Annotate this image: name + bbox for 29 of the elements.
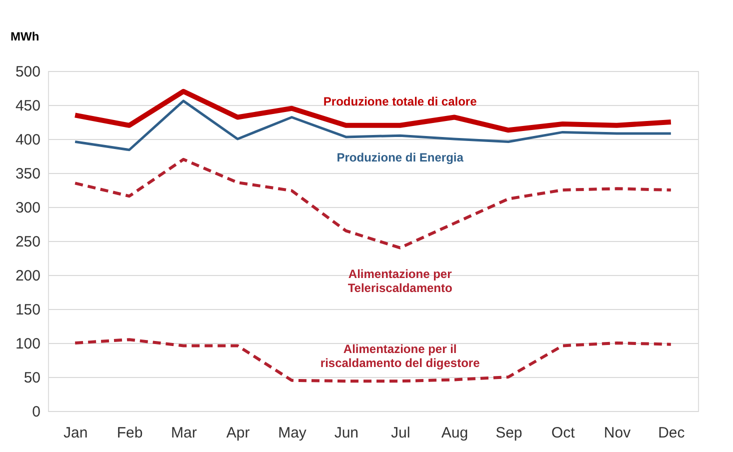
text: Alimentazione per Teleriscaldamento <box>348 266 452 295</box>
series-label: Alimentazione per il riscaldamento del digestore <box>320 342 480 370</box>
line-series <box>74 338 672 383</box>
y-tick-label: 300 <box>15 200 40 216</box>
x-tick-label: Aug <box>441 424 468 442</box>
x-tick-label: Apr <box>226 424 250 442</box>
x-tick-label: Oct <box>551 424 576 442</box>
x-tick-label: Sep <box>496 424 522 442</box>
x-tick-label: Nov <box>604 424 632 442</box>
y-tick-label: 50 <box>24 370 40 386</box>
x-tick-label: Dec <box>658 424 686 442</box>
x-tick-label: Mar <box>170 424 197 442</box>
y-tick-label: 200 <box>15 268 40 284</box>
y-tick-label: 350 <box>15 166 40 182</box>
y-tick-label: 250 <box>15 234 40 250</box>
x-tick-label: Jan <box>63 424 88 442</box>
series-label: Produzione di Energia <box>336 150 464 165</box>
y-tick-label: 150 <box>15 302 40 318</box>
y-tick-label: 400 <box>15 132 40 148</box>
x-tick-label: Jul <box>390 424 410 442</box>
y-tick-label: 450 <box>15 98 40 114</box>
series-label: Produzione totale di calore <box>323 94 478 108</box>
y-axis-title: MWh <box>10 30 40 44</box>
y-tick-label: 0 <box>32 404 40 420</box>
x-tick-label: May <box>278 424 307 442</box>
y-tick-label: 100 <box>15 336 40 352</box>
x-tick-label: Jun <box>334 424 359 442</box>
x-tick-label: Feb <box>116 424 143 442</box>
y-tick-label: 500 <box>15 64 40 80</box>
